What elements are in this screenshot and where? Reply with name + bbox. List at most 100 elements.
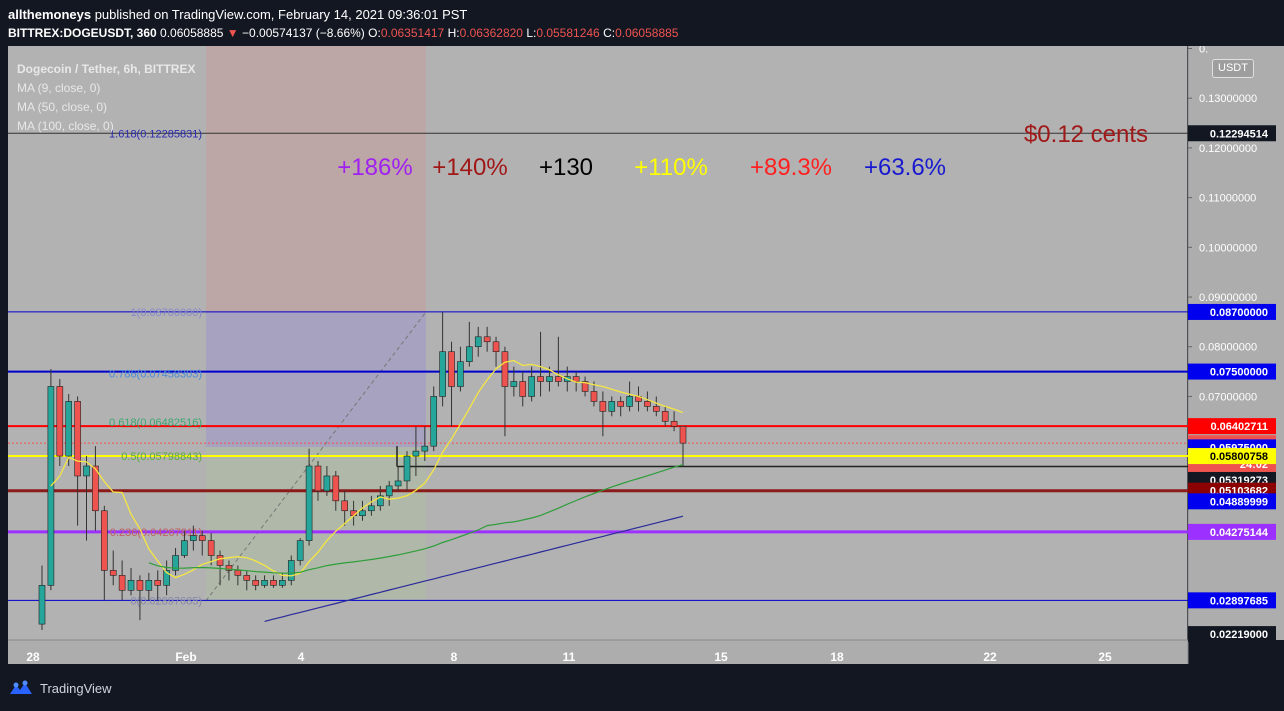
- candle-body: [492, 341, 500, 352]
- price-badge: [1188, 418, 1276, 435]
- candle-body: [154, 580, 162, 586]
- legend-ma9[interactable]: MA (9, close, 0): [17, 81, 101, 95]
- percent-annotation: +130: [539, 154, 593, 181]
- candle-body: [163, 570, 170, 586]
- candle-body: [439, 351, 446, 397]
- x-tick-label: 4: [298, 650, 305, 664]
- plot-area: [8, 46, 1187, 640]
- candle-body: [528, 376, 535, 397]
- price-badge-label: 0.04889999: [1210, 496, 1268, 508]
- x-tick-label: 8: [451, 650, 458, 664]
- candle-body: [181, 540, 188, 556]
- fib-label: 0(0.02897685): [130, 595, 202, 607]
- candle-body: [314, 465, 322, 492]
- last-price: 0.06058885: [160, 26, 224, 40]
- close-value: 0.06058885: [615, 26, 679, 40]
- y-tick-label: 0.12000000: [1199, 143, 1257, 155]
- x-tick-label: 18: [830, 650, 844, 664]
- candle-body: [394, 480, 402, 487]
- candle-body: [457, 361, 464, 387]
- candle-body: [537, 376, 544, 382]
- candle-body: [332, 475, 340, 502]
- candle-body: [608, 401, 616, 412]
- candle-body: [599, 401, 607, 412]
- percent-annotation: +140%: [432, 154, 507, 181]
- time-axis-bg: [8, 640, 1188, 664]
- fib-label: 1.618(0.12285831): [109, 129, 202, 141]
- candle-body: [198, 535, 206, 541]
- candle-body: [385, 485, 393, 497]
- candle-body: [252, 580, 259, 586]
- brand-name: TradingView: [40, 680, 112, 696]
- ma100-line: [264, 515, 684, 622]
- candle-body: [243, 575, 251, 581]
- candle-body: [377, 495, 384, 507]
- candle-body: [207, 540, 215, 556]
- candle-body: [296, 540, 304, 561]
- publish-line: allthemoneys published on TradingView.co…: [8, 7, 467, 22]
- candle-body: [421, 445, 429, 452]
- candle-body: [546, 376, 553, 382]
- candle-body: [216, 555, 224, 566]
- legend-title[interactable]: Dogecoin / Tether, 6h, BITTREX: [17, 62, 196, 76]
- price-badge-label: 0.05800758: [1210, 451, 1268, 463]
- price-badge-label: 0.08700000: [1210, 307, 1268, 319]
- candle-body: [38, 585, 46, 625]
- candle-body: [652, 406, 660, 412]
- price-badge-label: 0.07500000: [1210, 367, 1268, 379]
- candle-body: [483, 336, 491, 343]
- author-name[interactable]: allthemoneys: [8, 7, 92, 22]
- footer-brand[interactable]: TradingView: [8, 680, 112, 696]
- price-axis-bg: [1188, 46, 1284, 640]
- price-badge: [1188, 448, 1276, 465]
- low-label: L:: [526, 26, 537, 40]
- candle-body: [644, 401, 651, 407]
- quote-line: BITTREX:DOGEUSDT, 360 0.06058885 ▼ −0.00…: [8, 26, 678, 40]
- candle-body: [225, 565, 233, 571]
- price-badge-label: 0.04275144: [1210, 527, 1269, 539]
- candle-body: [65, 401, 73, 457]
- y-tick-label: 0.11000000: [1199, 193, 1256, 205]
- candle-body: [136, 580, 144, 591]
- legend-ma100[interactable]: MA (100, close, 0): [17, 119, 114, 133]
- fib-label: 0.786(0.07458303): [109, 369, 202, 381]
- candle-body: [501, 351, 509, 387]
- candle-body: [83, 465, 90, 477]
- price-badge-label: 0.06402711: [1210, 421, 1268, 433]
- high-value: 0.06362820: [459, 26, 523, 40]
- cents-annotation: $0.12 cents: [1024, 121, 1148, 148]
- y-tick-label: 0.08000000: [1199, 342, 1257, 354]
- candle-body: [305, 465, 313, 541]
- candle-body: [127, 580, 135, 591]
- candle-body: [581, 381, 589, 392]
- price-badge: [1188, 493, 1276, 510]
- percent-annotation: +89.3%: [750, 154, 832, 181]
- candle-body: [368, 505, 375, 512]
- candle-body: [519, 381, 527, 397]
- price-badge: [1188, 523, 1276, 540]
- candle-body: [270, 580, 277, 586]
- x-tick-label: Feb: [175, 650, 196, 664]
- candle-body: [359, 510, 366, 517]
- candle-body: [279, 580, 286, 586]
- x-tick-label: 25: [1098, 650, 1112, 664]
- x-tick-label: 22: [983, 650, 997, 664]
- currency-button[interactable]: USDT: [1212, 59, 1254, 78]
- legend-ma50[interactable]: MA (50, close, 0): [17, 100, 108, 114]
- price-badge: [1188, 626, 1276, 643]
- candle-body: [448, 351, 455, 387]
- candle-body: [261, 580, 268, 586]
- ma50-line: [148, 464, 684, 574]
- publish-text: published on TradingView.com, February 1…: [91, 7, 468, 22]
- candle-body: [670, 420, 678, 427]
- candle-body: [412, 450, 420, 457]
- symbol-label[interactable]: BITTREX:DOGEUSDT, 360: [8, 26, 157, 40]
- y-tick-label: 0.09000000: [1199, 292, 1257, 304]
- percent-annotation: +63.6%: [864, 154, 946, 181]
- fib-label: 0.5(0.05798843): [121, 451, 202, 463]
- price-badge: [1188, 125, 1276, 142]
- down-arrow-icon: ▼: [226, 26, 239, 40]
- fib-trend-line: [205, 311, 427, 602]
- candle-body: [234, 570, 242, 576]
